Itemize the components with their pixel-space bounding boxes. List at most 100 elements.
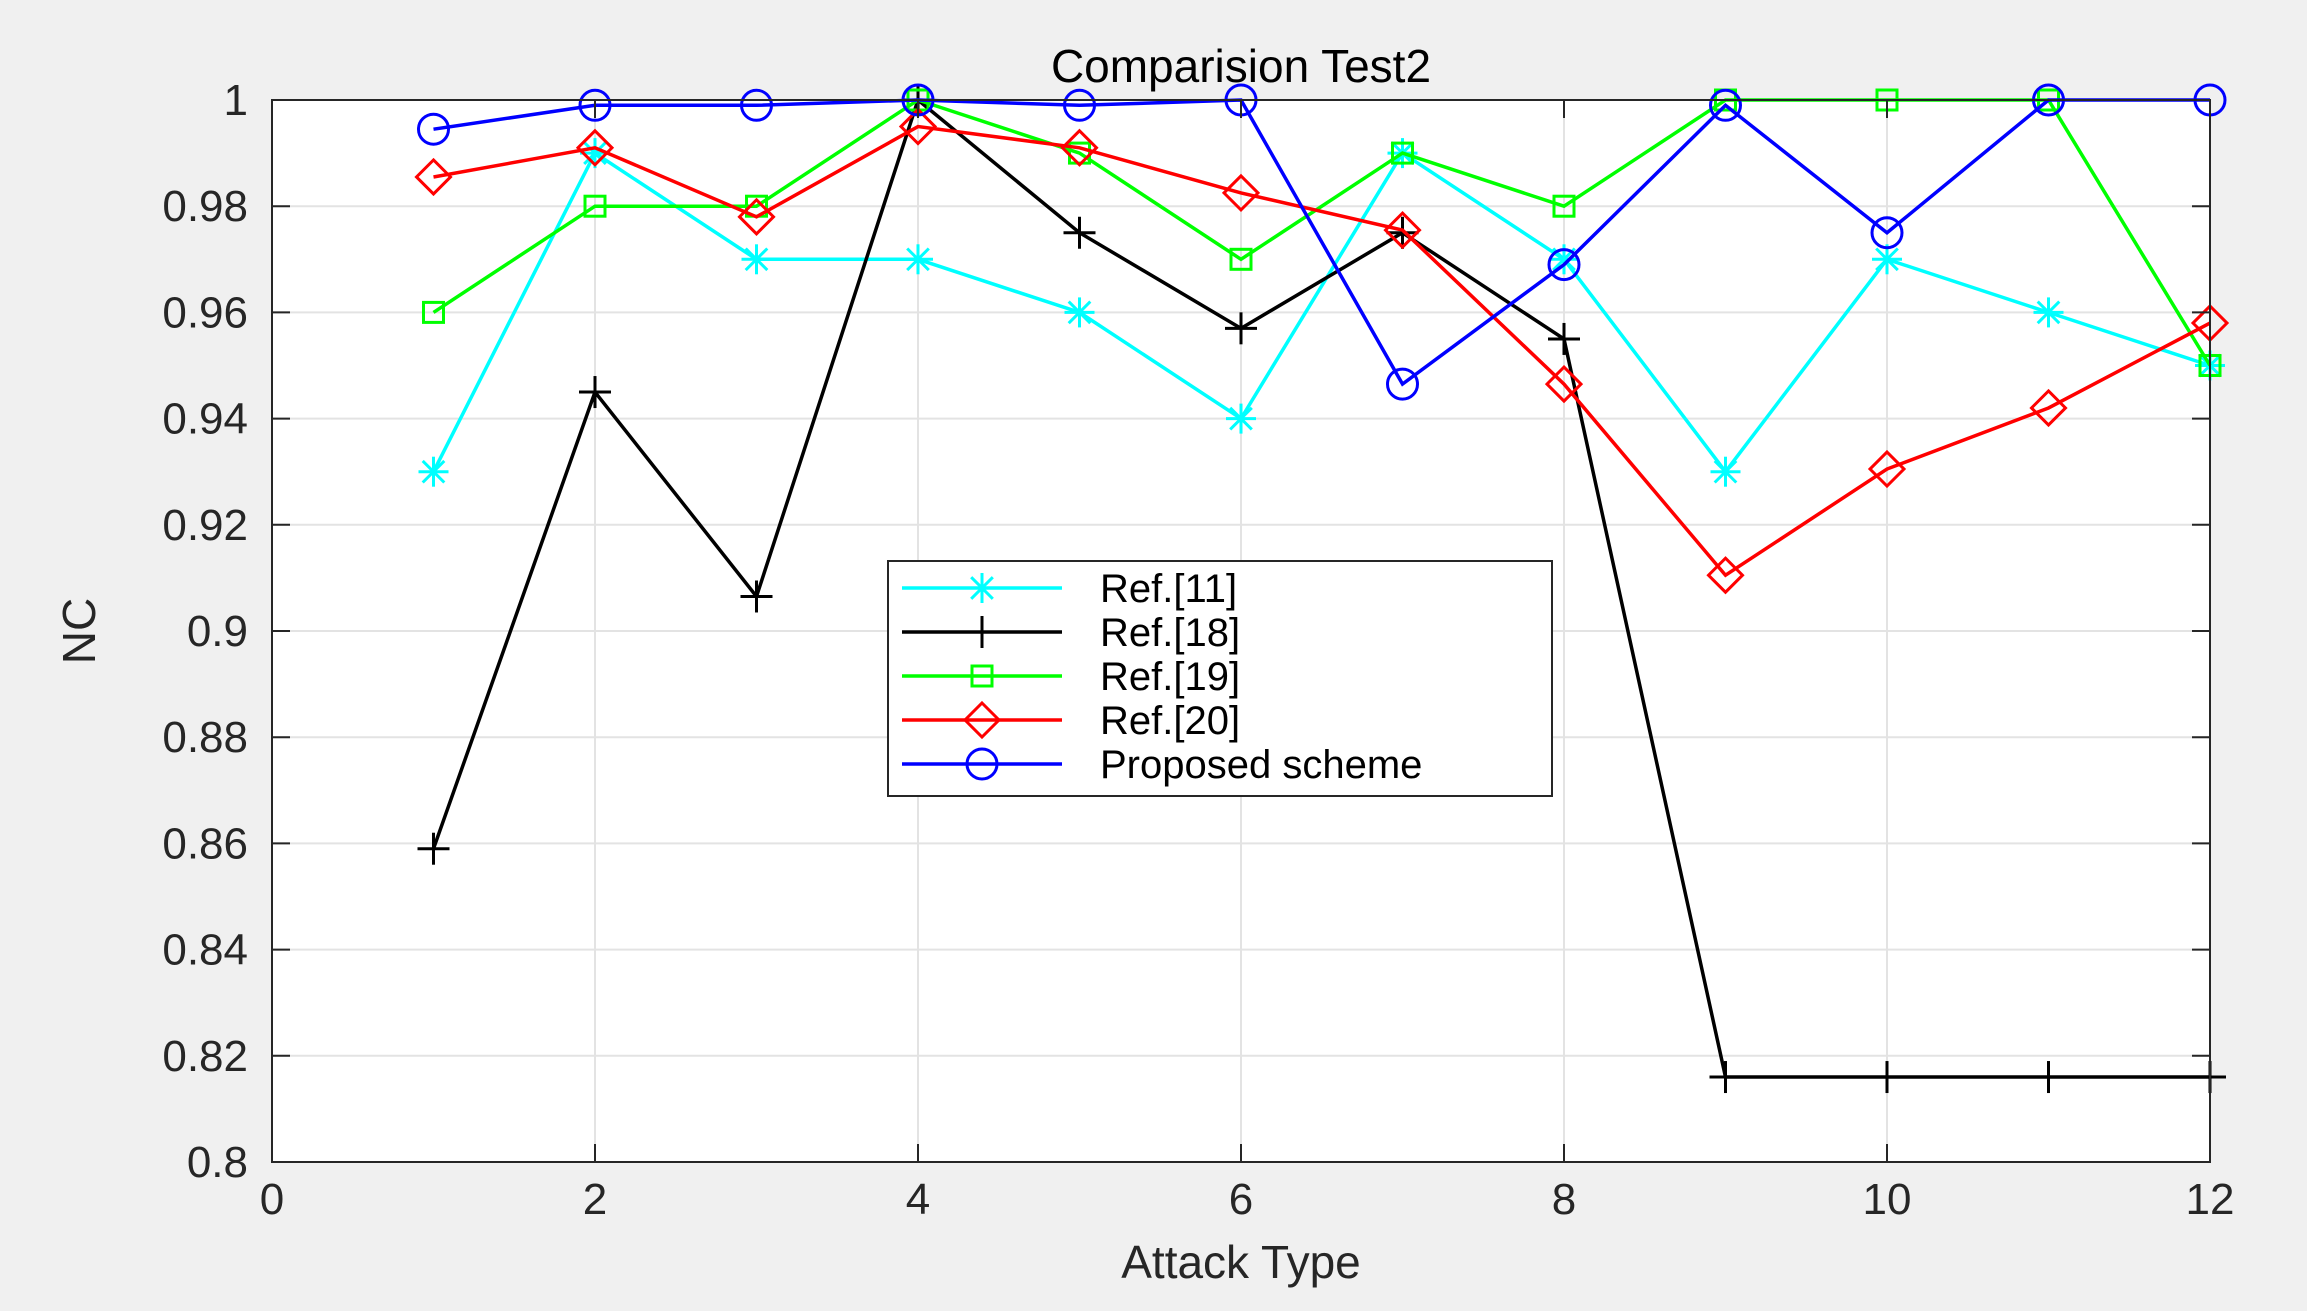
data-point xyxy=(1706,556,1745,595)
legend-item: Ref.[19] xyxy=(902,655,1240,699)
data-point xyxy=(1226,403,1256,434)
x-tick-label: 6 xyxy=(1229,1175,1253,1224)
legend-label: Proposed scheme xyxy=(1100,743,1422,787)
series-ref-11 xyxy=(418,138,2225,487)
data-point xyxy=(1063,216,1096,249)
x-axis-title: Attack Type xyxy=(1121,1236,1361,1288)
data-point xyxy=(1221,173,1261,213)
data-point xyxy=(422,300,445,324)
data-point xyxy=(417,832,450,865)
data-point xyxy=(575,128,615,167)
x-tick-label: 12 xyxy=(2186,1175,2235,1224)
marker-shape xyxy=(1544,364,1584,404)
marker-shape xyxy=(970,664,994,688)
y-tick-label: 0.98 xyxy=(162,182,248,231)
series-line xyxy=(431,97,2210,1079)
data-point xyxy=(1709,88,1742,122)
y-tick-label: 0.92 xyxy=(162,501,248,550)
data-point xyxy=(2032,1061,2065,1094)
data-point xyxy=(1229,247,1253,271)
legend-item: Ref.[20] xyxy=(902,699,1240,743)
legend-item: Ref.[11] xyxy=(902,567,1237,611)
marker-shape xyxy=(414,157,453,197)
y-tick-label: 0.9 xyxy=(187,607,248,656)
data-point xyxy=(1548,322,1580,355)
marker-shape xyxy=(2029,388,2068,428)
x-tick-label: 10 xyxy=(1863,1175,1912,1224)
diamond-marker xyxy=(962,700,1002,740)
y-tick-label: 0.84 xyxy=(162,926,248,975)
y-tick-label: 0.82 xyxy=(162,1032,248,1081)
data-point xyxy=(1391,141,1414,165)
marker-shape xyxy=(422,300,445,324)
series-line xyxy=(431,150,2211,475)
x-tick-label: 8 xyxy=(1552,1175,1576,1224)
series-line xyxy=(433,98,2210,387)
marker-shape xyxy=(1221,173,1261,213)
marker-shape xyxy=(898,107,938,146)
ticks: 0 2 4 6 8 10 12 0.8 0.82 0.84 0.86 0.88 0.9 0.92 0.94 0… xyxy=(162,76,2234,1224)
data-point xyxy=(1386,367,1419,401)
data-point xyxy=(417,112,450,146)
data-point xyxy=(1870,216,1904,250)
legend-label: Ref.[11] xyxy=(1100,567,1237,611)
series-ref-20 xyxy=(414,107,2230,595)
data-point xyxy=(1871,1061,1903,1094)
square-marker xyxy=(970,664,994,688)
legend-label: Ref.[18] xyxy=(1100,611,1240,655)
data-point xyxy=(898,107,938,146)
series-line xyxy=(433,124,2211,578)
marker-stroke xyxy=(970,576,994,600)
marker-shape xyxy=(962,700,1002,740)
marker-stroke xyxy=(1229,406,1253,431)
marker-shape xyxy=(1383,210,1422,250)
data-point xyxy=(903,244,933,275)
marker-stroke xyxy=(906,247,930,272)
data-point xyxy=(1552,194,1576,218)
marker-shape xyxy=(1709,88,1742,122)
data-point xyxy=(418,456,449,487)
data-point xyxy=(1544,364,1584,404)
marker-shape xyxy=(575,128,615,167)
data-point xyxy=(583,194,607,218)
marker-stroke xyxy=(1875,247,1899,272)
marker-shape xyxy=(583,194,607,218)
chart-title: Comparision Test2 xyxy=(1051,40,1431,92)
plus-marker xyxy=(966,616,998,648)
marker-shape xyxy=(965,747,999,781)
series-proposed-scheme xyxy=(417,83,2227,401)
data-point xyxy=(1872,244,1902,275)
data-point xyxy=(1060,128,1099,167)
y-tick-label: 0.8 xyxy=(187,1138,248,1187)
circle-marker xyxy=(965,747,999,781)
marker-stroke xyxy=(1067,300,1092,325)
marker-stroke xyxy=(583,141,607,165)
x-tick-label: 0 xyxy=(260,1175,284,1224)
y-tick-label: 0.88 xyxy=(162,713,248,762)
data-point xyxy=(741,244,772,275)
data-point xyxy=(579,376,611,409)
legend-label: Ref.[20] xyxy=(1100,699,1240,743)
marker-shape xyxy=(1547,248,1581,282)
marker-shape xyxy=(1706,556,1745,595)
marker-shape xyxy=(737,197,776,236)
marker-shape xyxy=(1386,367,1419,401)
x-tick-label: 2 xyxy=(583,1175,607,1224)
marker-shape xyxy=(740,88,773,122)
marker-shape xyxy=(578,88,612,122)
legend-box xyxy=(887,560,1553,797)
marker-shape xyxy=(1229,247,1253,271)
data-point xyxy=(1225,312,1257,345)
legend-item: Ref.[18] xyxy=(902,611,1240,655)
data-point xyxy=(1710,456,1741,487)
data-point xyxy=(740,580,773,613)
data-point xyxy=(1547,248,1581,282)
data-point xyxy=(1867,449,1907,489)
data-point xyxy=(414,157,453,197)
y-axis-title: NC xyxy=(53,598,105,664)
data-point xyxy=(1063,88,1096,122)
marker-stroke xyxy=(421,459,446,484)
y-tick-label: 0.86 xyxy=(162,819,248,868)
marker-shape xyxy=(1391,141,1414,165)
